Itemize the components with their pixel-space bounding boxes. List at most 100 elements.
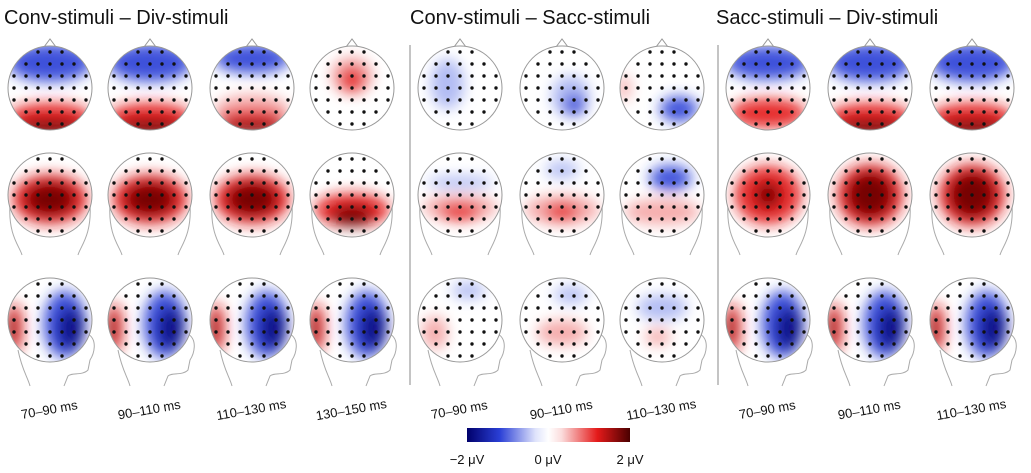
electrode	[338, 229, 341, 232]
electrode	[226, 74, 229, 77]
electrode	[362, 229, 365, 232]
electrode	[660, 50, 663, 53]
electrode	[48, 229, 51, 232]
electrode	[238, 86, 241, 89]
electrode	[124, 205, 127, 208]
potential-blob	[125, 182, 175, 216]
electrode	[12, 306, 15, 309]
electrode	[958, 122, 961, 125]
electrode	[684, 294, 687, 297]
electrode	[422, 74, 425, 77]
electrode	[350, 330, 353, 333]
electrode	[482, 110, 485, 113]
electrode	[24, 330, 27, 333]
electrode	[946, 318, 949, 321]
electrode	[672, 98, 675, 101]
electrode	[778, 110, 781, 113]
electrode	[250, 98, 253, 101]
electrode	[60, 169, 63, 172]
electrode	[172, 62, 175, 65]
electrode	[84, 74, 87, 77]
electrode	[660, 229, 663, 232]
electrode	[572, 306, 575, 309]
electrode	[742, 74, 745, 77]
electrode	[172, 330, 175, 333]
electrode	[362, 86, 365, 89]
electrode	[362, 306, 365, 309]
electrode	[112, 193, 115, 196]
electrode	[250, 342, 253, 345]
electrode	[778, 193, 781, 196]
electrode	[868, 181, 871, 184]
electrode	[970, 98, 973, 101]
electrode	[572, 354, 575, 357]
electrode	[262, 354, 265, 357]
electrode	[994, 294, 997, 297]
electrode	[24, 181, 27, 184]
electrode	[470, 318, 473, 321]
electrode	[660, 330, 663, 333]
electrode	[856, 157, 859, 160]
electrode	[1006, 181, 1009, 184]
head-map	[310, 39, 394, 130]
electrode	[778, 50, 781, 53]
electrode	[560, 193, 563, 196]
electrode	[766, 342, 769, 345]
electrode	[754, 181, 757, 184]
electrode	[470, 181, 473, 184]
electrode	[136, 181, 139, 184]
electrode	[742, 205, 745, 208]
electrode	[136, 62, 139, 65]
electrode	[548, 169, 551, 172]
electrode	[250, 318, 253, 321]
electrode	[226, 205, 229, 208]
electrode	[802, 181, 805, 184]
electrode	[48, 354, 51, 357]
electrode	[802, 98, 805, 101]
electrode	[470, 294, 473, 297]
electrode	[84, 330, 87, 333]
electrode	[742, 294, 745, 297]
electrode	[112, 98, 115, 101]
time-window-label: 90–110 ms	[117, 397, 182, 423]
electrode	[536, 110, 539, 113]
potential-blob	[227, 182, 277, 216]
electrode	[274, 217, 277, 220]
electrode	[124, 294, 127, 297]
electrode	[958, 205, 961, 208]
electrode	[470, 229, 473, 232]
electrode	[326, 74, 329, 77]
electrode	[136, 122, 139, 125]
electrode	[970, 50, 973, 53]
electrode	[124, 169, 127, 172]
electrode	[36, 122, 39, 125]
electrode	[262, 181, 265, 184]
electrode	[148, 62, 151, 65]
electrode	[446, 217, 449, 220]
electrode	[790, 193, 793, 196]
electrode	[314, 318, 317, 321]
electrode	[596, 205, 599, 208]
head-map	[520, 278, 606, 386]
electrode	[374, 98, 377, 101]
electrode	[36, 181, 39, 184]
electrode	[856, 229, 859, 232]
electrode	[326, 110, 329, 113]
electrode	[802, 74, 805, 77]
electrode	[12, 205, 15, 208]
electrode	[362, 354, 365, 357]
electrode	[880, 169, 883, 172]
electrode	[856, 354, 859, 357]
electrode	[934, 181, 937, 184]
electrode	[226, 306, 229, 309]
electrode	[584, 193, 587, 196]
head-map	[724, 278, 812, 386]
electrode	[374, 193, 377, 196]
electrode	[274, 74, 277, 77]
electrode	[338, 330, 341, 333]
electrode	[434, 86, 437, 89]
electrode	[560, 294, 563, 297]
electrode	[584, 306, 587, 309]
electrode	[184, 98, 187, 101]
electrode	[584, 330, 587, 333]
